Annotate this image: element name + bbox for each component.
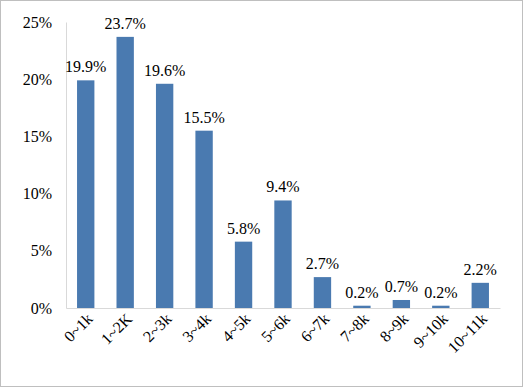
x-axis-line <box>67 308 501 309</box>
x-tick-label: 0~1k <box>61 310 96 345</box>
data-label: 0.2% <box>345 284 378 301</box>
y-axis: 0% 5% 10% 15% 20% 25% <box>23 14 67 317</box>
bar <box>393 300 410 308</box>
data-label: 19.6% <box>144 62 185 79</box>
x-tick: 4~5k <box>219 308 254 345</box>
y-tick-label: 5% <box>31 242 52 259</box>
x-tick: 10~11k <box>444 308 490 356</box>
data-labels: 19.9% 23.7% 19.6% 15.5% 5.8% 9.4% 2.7% 0.2% 0.7%… <box>65 15 497 301</box>
bar <box>195 131 212 308</box>
y-tick: 0% <box>31 300 66 317</box>
bar <box>274 200 291 308</box>
y-tick: 25% <box>23 14 66 31</box>
y-tick-label: 15% <box>23 128 52 145</box>
x-tick: 2~3k <box>140 308 175 345</box>
bar <box>117 37 134 308</box>
y-tick-label: 20% <box>23 71 52 88</box>
y-tick-label: 10% <box>23 185 52 202</box>
x-tick: 3~4k <box>179 308 214 345</box>
y-tick: 5% <box>31 242 66 259</box>
bar <box>314 277 331 308</box>
y-tick-label: 25% <box>23 14 52 31</box>
x-tick: 8~9k <box>376 308 411 345</box>
bars <box>77 37 489 308</box>
data-label: 9.4% <box>266 178 299 195</box>
data-label: 2.2% <box>464 261 497 278</box>
x-tick-label: 4~5k <box>219 310 254 345</box>
x-tick: 6~7k <box>297 308 332 345</box>
x-axis: 0~1k1~2K2~3k3~4k4~5k5~6k6~7k7~8k8~9k9~10… <box>61 308 501 356</box>
y-tick: 20% <box>23 71 66 88</box>
x-tick: 1~2K <box>98 308 136 348</box>
chart: 0% 5% 10% 15% 20% 25% 0~1k1~2K2~3k3~4k4~5k5~6k… <box>0 0 523 387</box>
x-tick: 0~1k <box>61 308 96 345</box>
x-tick-label: 7~8k <box>337 310 372 345</box>
bar <box>472 283 489 308</box>
bar <box>432 306 449 308</box>
x-tick-label: 6~7k <box>297 310 332 345</box>
plot: 0% 5% 10% 15% 20% 25% 0~1k1~2K2~3k3~4k4~5k5~6k… <box>23 14 501 356</box>
y-tick: 10% <box>23 185 66 202</box>
data-label: 23.7% <box>105 15 146 32</box>
bar <box>353 306 370 308</box>
x-tick: 5~6k <box>258 308 293 345</box>
bar <box>235 242 252 308</box>
data-label: 0.7% <box>385 278 418 295</box>
data-label: 5.8% <box>227 220 260 237</box>
bar <box>77 80 94 308</box>
y-tick: 15% <box>23 128 66 145</box>
x-tick-label: 2~3k <box>140 310 175 345</box>
x-tick-label: 5~6k <box>258 310 293 345</box>
x-tick-label: 3~4k <box>179 310 214 345</box>
x-tick-label: 10~11k <box>444 310 490 356</box>
chart-frame <box>1 1 523 387</box>
x-tick-label: 8~9k <box>376 310 411 345</box>
data-label: 2.7% <box>306 255 339 272</box>
data-label: 15.5% <box>183 109 224 126</box>
x-tick-label: 1~2K <box>98 310 136 348</box>
x-tick: 7~8k <box>337 308 372 345</box>
data-label: 0.2% <box>424 284 457 301</box>
data-label: 19.9% <box>65 58 106 75</box>
y-tick-label: 0% <box>31 300 52 317</box>
bar <box>156 84 173 308</box>
